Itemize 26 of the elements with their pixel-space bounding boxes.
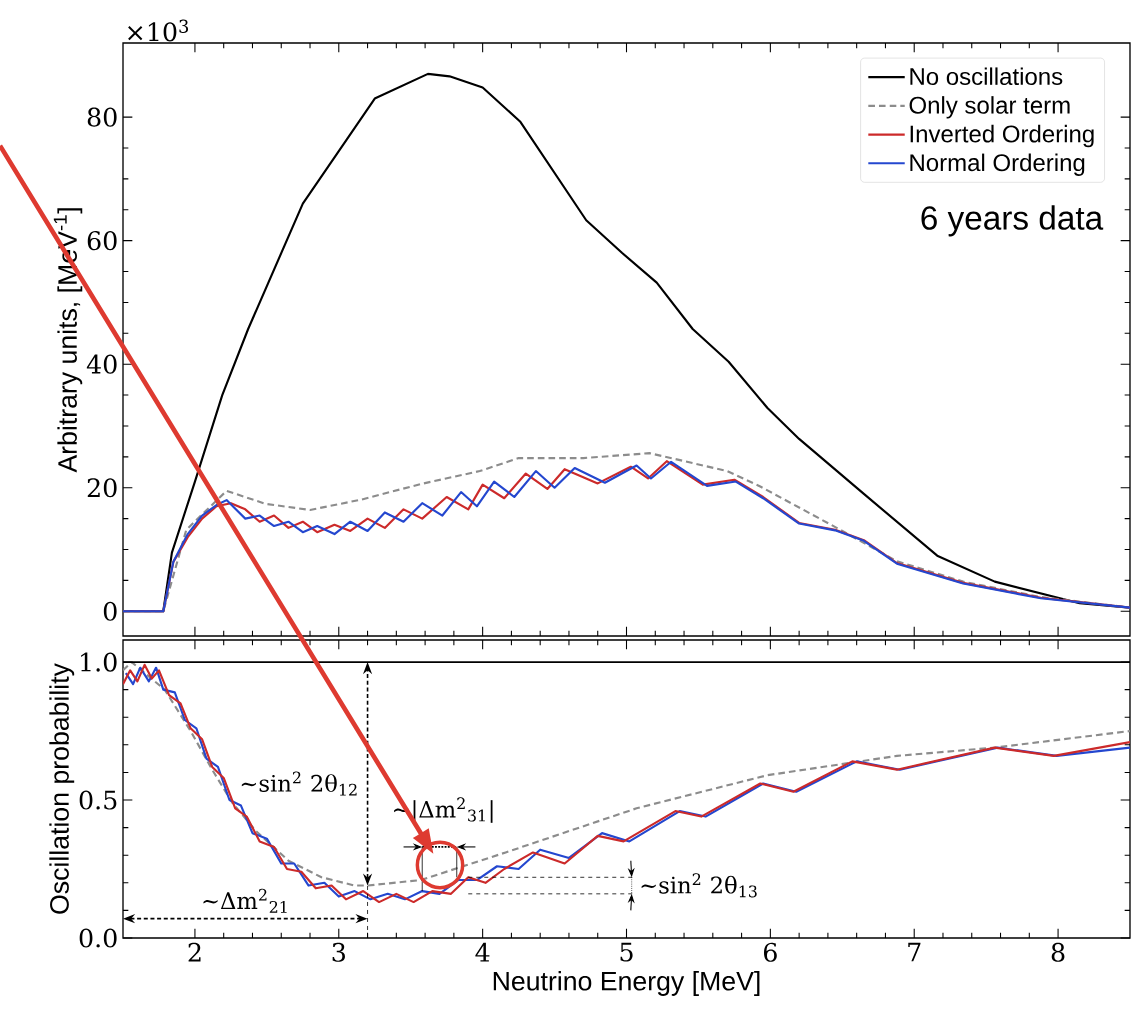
x-tick-label: 2 [188,942,201,962]
annotation: ∼Δm$^{2}$21 [203,888,287,913]
y-tick-label: 0.5 [79,790,117,810]
y-tick-label: 60 [87,231,117,251]
x-tick-label: 4 [475,942,490,962]
annotation: ∼sin$^{2}$ 2θ$_{13}$ [641,873,757,898]
annotation: ∼sin$^{2}$ 2θ$_{12}$ [241,771,357,796]
legend-label: No oscillations [910,67,1063,86]
x-axis-title: Neutrino Energy [MeV] [493,971,760,996]
legend-label: Normal Ordering [910,153,1085,176]
x-tick-label: 5 [620,942,633,962]
y-tick-label: 0 [103,601,117,621]
y-tick-label: 40 [86,354,117,374]
legend-label: Only solar term [909,96,1070,119]
y-tick-label: 0.0 [79,928,117,948]
y-tick-label: 20 [87,478,117,498]
y-axis-title: Oscillation probability [49,663,75,914]
x-tick-label: 6 [763,942,777,962]
x-tick-label: 3 [332,942,345,962]
annotation: 6 years data [921,205,1104,237]
x-tick-label: 7 [908,942,921,962]
legend-label: Inverted Ordering [910,124,1094,148]
x-tick-label: 8 [1051,942,1065,962]
text: ×10$^{3}$ [128,19,189,42]
y-tick-label: 1.0 [81,652,117,672]
y-tick-label: 80 [87,107,117,127]
